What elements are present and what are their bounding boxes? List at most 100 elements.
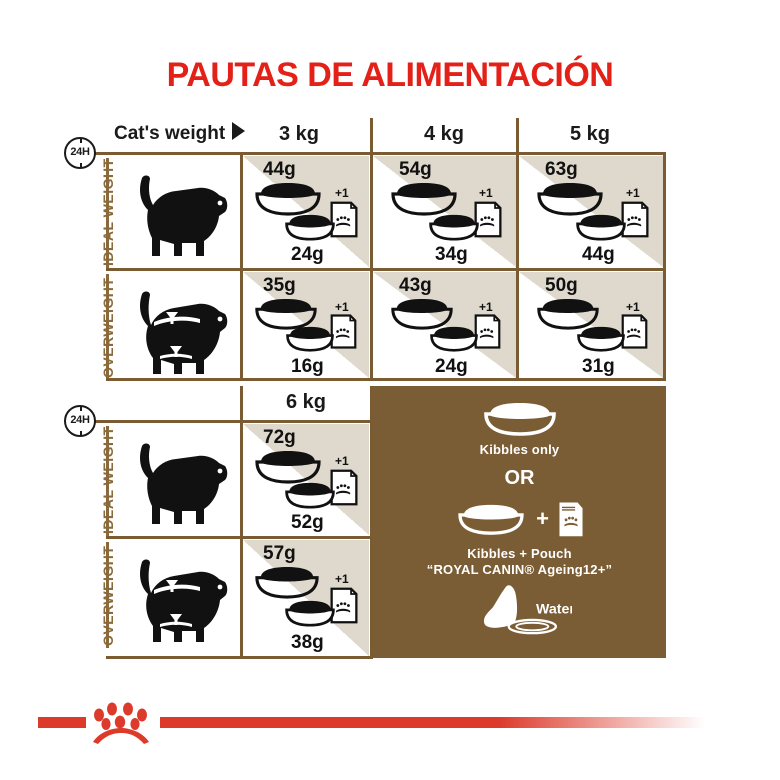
- footer-brand-bar: [0, 690, 780, 780]
- royal-canin-crown-icon: [93, 702, 149, 744]
- page-title: PAUTAS DE ALIMENTACIÓN: [166, 56, 614, 94]
- legend-water-row: Water: [373, 585, 666, 636]
- legend-kibbles-pouch-line1: Kibbles + Pouch: [467, 546, 572, 561]
- table-rule-mid-bottom: [106, 536, 373, 539]
- kibbles-only-value: 50g: [545, 275, 578, 296]
- table-rule-top: [80, 152, 666, 155]
- kibbles-pouch-value: 31g: [582, 356, 615, 377]
- cell-overweight-3kg: 35g +1 16g: [243, 272, 369, 378]
- kibbles-pouch-value: 24g: [291, 244, 324, 265]
- cat-silhouette-ideal-top: [124, 162, 236, 266]
- kibble-bowl-icon: [537, 298, 599, 330]
- kibbles-only-value: 44g: [263, 159, 296, 180]
- cell-overweight-5kg: 50g +1 31g: [519, 272, 663, 378]
- plus-one-label: +1: [626, 186, 640, 200]
- feeding-guide-table: Cat's weight 3 kg 4 kg 5 kg 24H IDEAL WE…: [62, 118, 666, 659]
- kibbles-pouch-value: 16g: [291, 356, 324, 377]
- row-label-overweight-top: OVERWEIGHT: [100, 277, 116, 378]
- side-rule-over-bottom: [106, 542, 109, 648]
- plus-one-label: +1: [335, 300, 349, 314]
- body-divider-right-top: [663, 154, 666, 380]
- header-divider-1: [370, 118, 373, 154]
- cat-silhouette-overweight-top: [124, 278, 236, 382]
- kibbles-only-value: 43g: [399, 275, 432, 296]
- cats-weight-label: Cat's weight: [114, 120, 246, 148]
- plus-one-label: +1: [335, 454, 349, 468]
- cat-ideal-icon: [140, 175, 228, 256]
- body-divider-2-top: [516, 154, 519, 380]
- cell-overweight-4kg: 43g +1 24g: [373, 272, 516, 378]
- weight-header-5kg: 5 kg: [569, 123, 611, 145]
- row-label-ideal-top: IDEAL WEIGHT: [100, 158, 116, 266]
- table-rule-end-bottom: [106, 656, 373, 659]
- plus-one-label: +1: [335, 186, 349, 200]
- kibbles-pouch-bowl-icon: [458, 504, 524, 535]
- cat-overweight-icon: [140, 291, 228, 374]
- cell-ideal-5kg: 63g +1 44g: [519, 156, 663, 267]
- pouch-icon: [474, 201, 502, 238]
- pouch-icon: [474, 314, 501, 349]
- kibble-bowl-small-icon: [430, 326, 478, 352]
- kibbles-pouch-value: 24g: [435, 356, 468, 377]
- kibble-bowl-small-icon: [285, 214, 335, 241]
- legend-plus-label: +: [536, 506, 549, 531]
- arrow-right-icon: [232, 122, 246, 140]
- legend-pouch-icon: [559, 502, 583, 537]
- legend-kibbles-pouch-line2: “ROYAL CANIN® Ageing12+”: [426, 562, 613, 577]
- kibbles-only-value: 63g: [545, 159, 578, 180]
- legend-kibbles-pouch-row: +: [373, 500, 666, 538]
- kibbles-pouch-value: 52g: [291, 512, 324, 533]
- pouch-icon: [330, 587, 358, 624]
- side-rule-ideal-bottom: [106, 426, 109, 536]
- row-label-ideal-bottom: IDEAL WEIGHT: [100, 426, 116, 534]
- plus-one-label: +1: [479, 300, 493, 314]
- kibble-bowl-icon: [537, 183, 603, 216]
- cat-silhouette-ideal-bottom: [124, 430, 236, 534]
- kibble-bowl-icon: [255, 183, 321, 216]
- side-rule-ideal-top: [106, 158, 109, 268]
- pouch-icon: [330, 314, 357, 349]
- kibbles-only-bowl-icon: [483, 403, 556, 436]
- badge-24h-bottom-label: 24H: [70, 414, 90, 426]
- table-rule-bottom-top: [106, 378, 666, 381]
- kibble-bowl-icon: [255, 451, 321, 484]
- kibble-bowl-icon: [255, 298, 317, 330]
- water-label-text: Water: [536, 601, 572, 617]
- legend-panel: Kibbles only OR + Kibbles + Pouch “ROYAL…: [373, 386, 666, 658]
- badge-24h-bottom: 24H: [64, 405, 96, 437]
- kibble-bowl-icon: [391, 183, 457, 216]
- body-divider-left-top: [240, 154, 243, 380]
- kibbles-only-value: 54g: [399, 159, 432, 180]
- kibbles-only-value: 35g: [263, 275, 296, 296]
- cat-silhouette-overweight-bottom: [124, 546, 236, 650]
- kibbles-only-value: 57g: [263, 543, 296, 564]
- plus-one-label: +1: [335, 572, 349, 586]
- kibble-bowl-small-icon: [285, 482, 335, 509]
- cell-ideal-4kg: 54g +1 34g: [373, 156, 516, 267]
- cat-ideal-icon: [140, 443, 228, 524]
- body-divider-1-top: [370, 154, 373, 380]
- kibble-bowl-small-icon: [285, 600, 335, 627]
- cell-ideal-3kg: 44g +1 24g: [243, 156, 369, 267]
- weight-header-6kg: 6 kg: [285, 391, 327, 413]
- badge-24h-top-label: 24H: [70, 146, 90, 158]
- kibble-bowl-icon: [255, 566, 319, 599]
- kibble-bowl-small-icon: [286, 326, 334, 352]
- pouch-icon: [330, 469, 358, 506]
- header-divider-2: [516, 118, 519, 154]
- pouch-icon: [330, 201, 358, 238]
- pouch-icon: [621, 201, 649, 238]
- kibbles-only-value: 72g: [263, 427, 296, 448]
- weight-header-4kg: 4 kg: [423, 123, 465, 145]
- red-bar-right: [160, 717, 705, 728]
- weight-header-3kg: 3 kg: [278, 123, 320, 145]
- row-label-overweight-bottom: OVERWEIGHT: [100, 545, 116, 646]
- side-rule-over-top: [106, 274, 109, 380]
- kibble-bowl-small-icon: [576, 214, 626, 241]
- water-icon: Water: [483, 585, 572, 635]
- kibble-bowl-icon: [391, 298, 453, 330]
- kibbles-pouch-value: 44g: [582, 244, 615, 265]
- pouch-icon: [621, 314, 648, 349]
- body-divider-right-bottom: [370, 386, 373, 658]
- cats-weight-text: Cat's weight: [114, 123, 226, 144]
